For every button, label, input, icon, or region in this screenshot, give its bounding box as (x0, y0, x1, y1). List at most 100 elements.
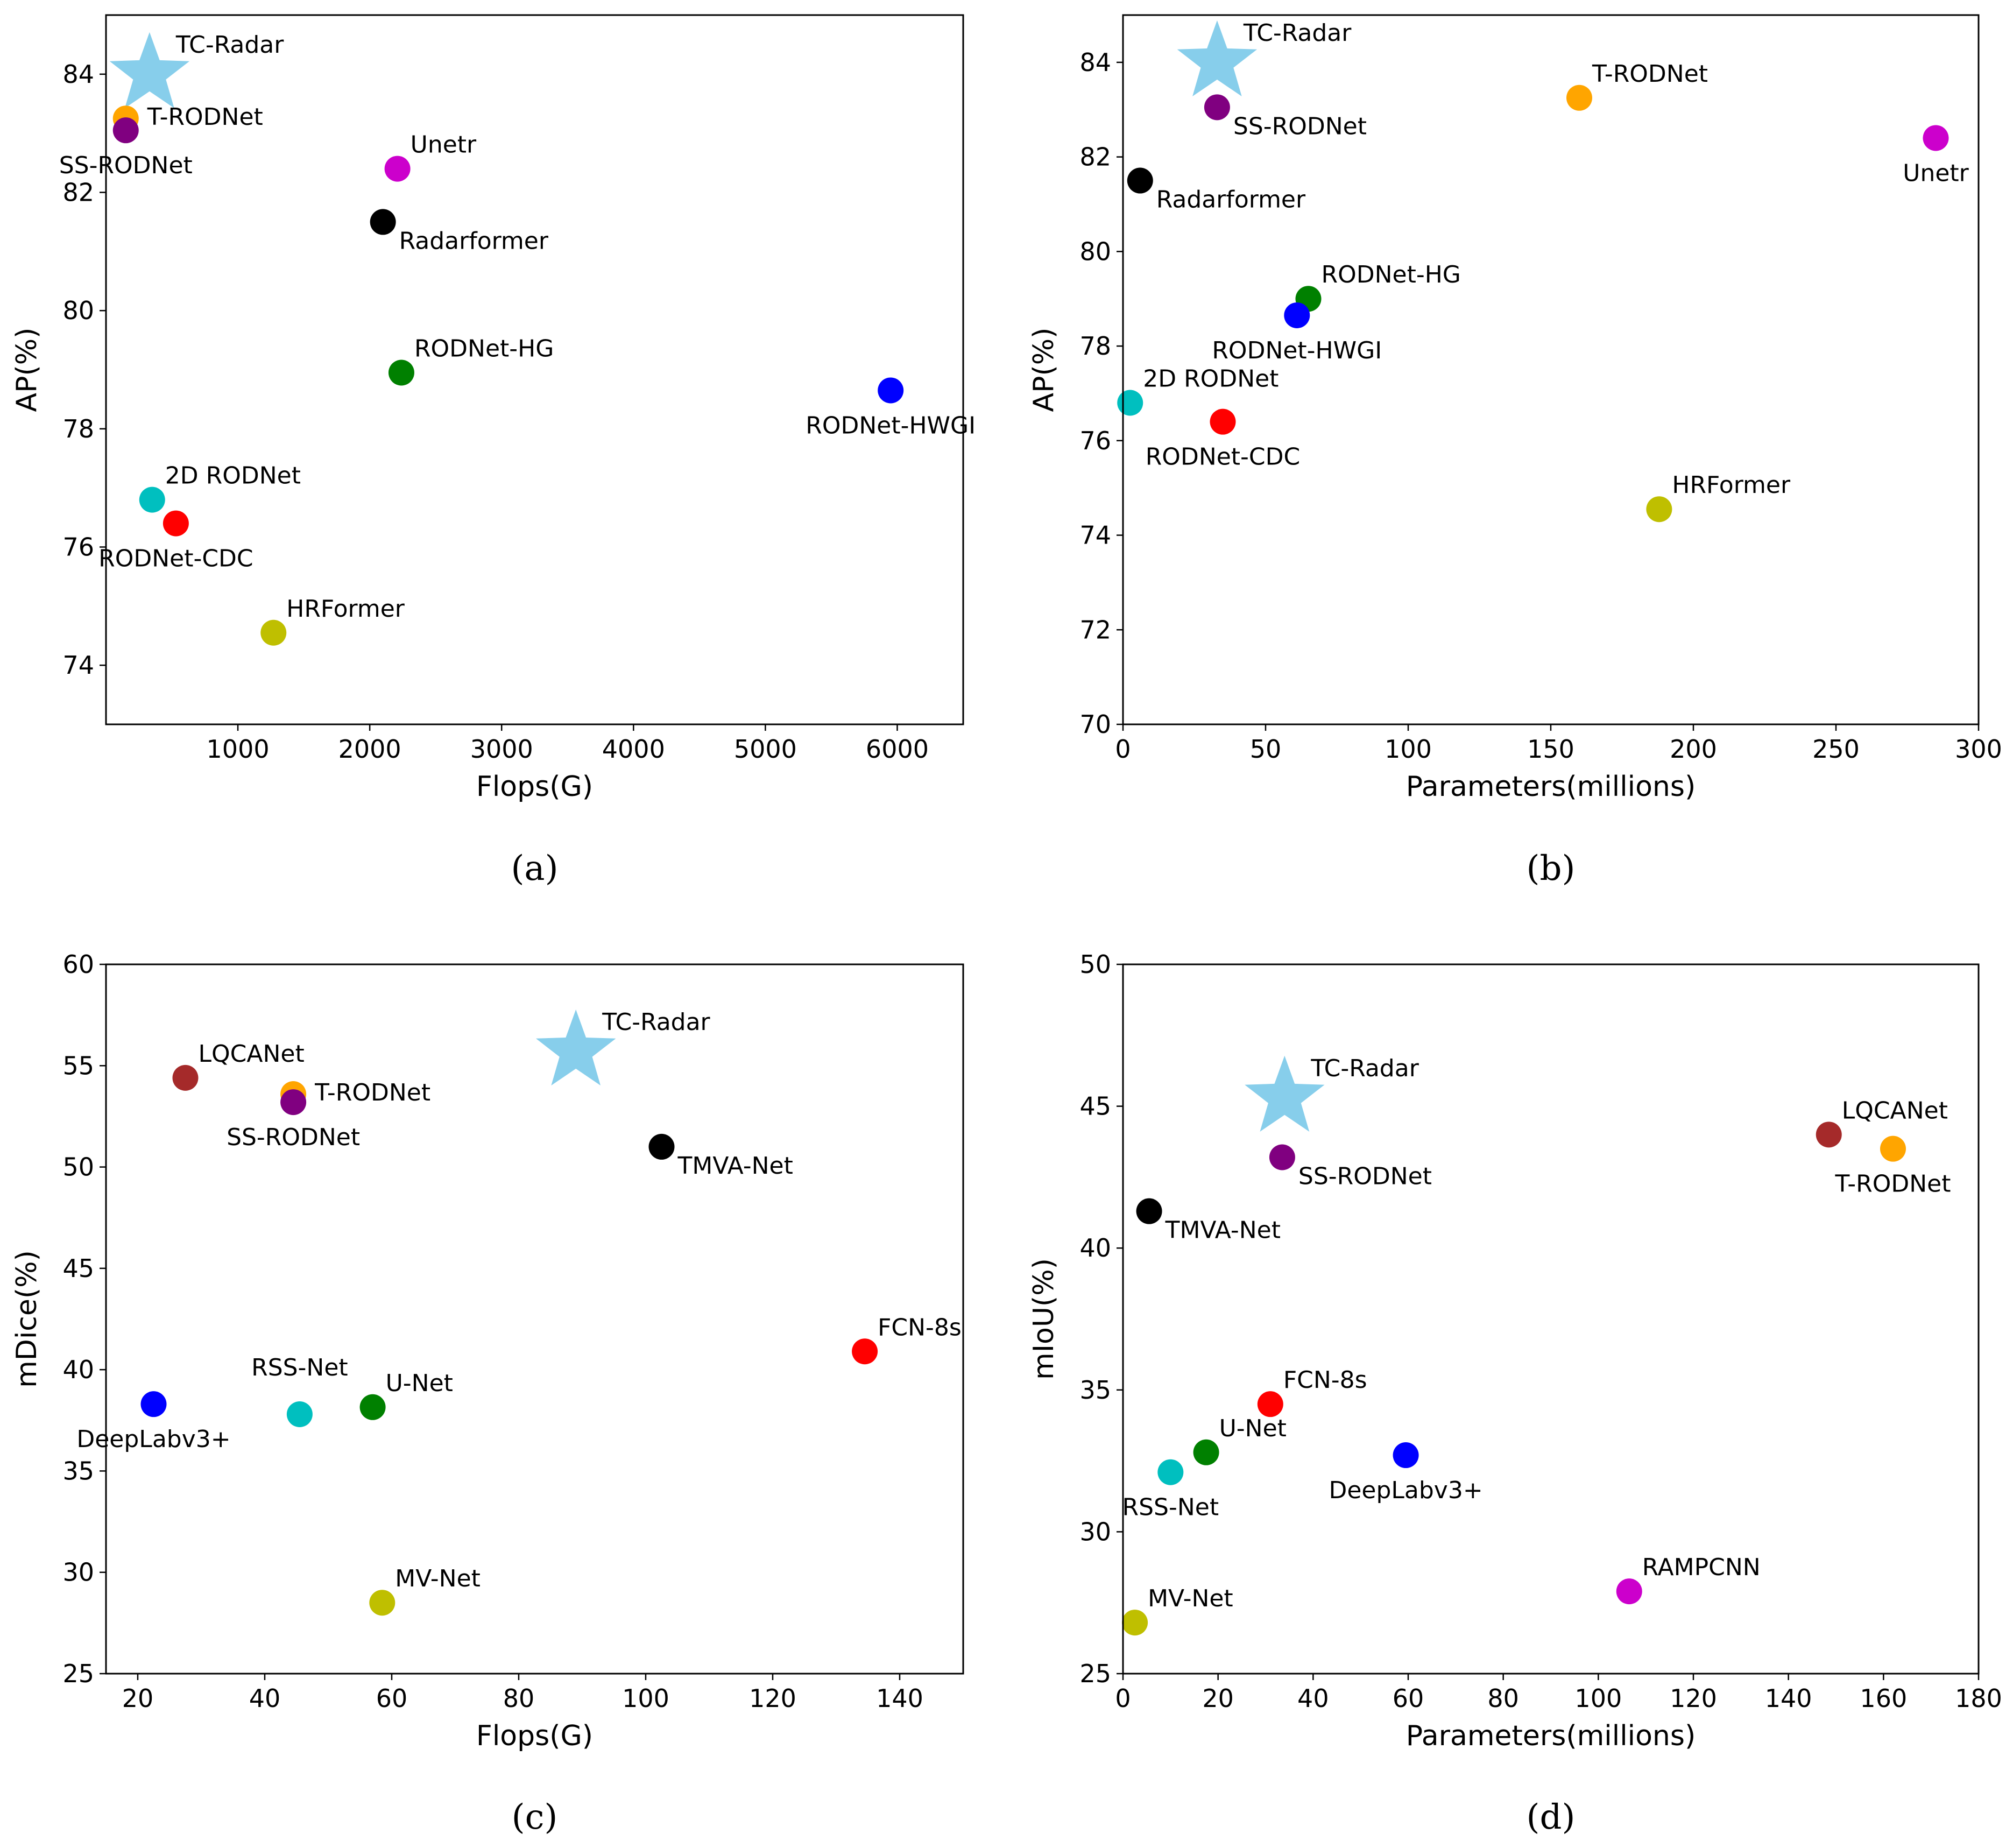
x-tick-label: 250 (1812, 735, 1860, 764)
y-tick-label: 78 (1079, 331, 1111, 361)
point-label: RODNet-CDC (1146, 443, 1301, 471)
y-tick-label: 84 (62, 60, 94, 89)
x-tick-label: 180 (1955, 1684, 2002, 1713)
point-label: MV-Net (395, 1565, 481, 1592)
plot-frame (105, 963, 964, 1675)
x-tick-label: 150 (1527, 735, 1574, 764)
point-mv-net (369, 1590, 395, 1616)
x-tick-label: 0 (1115, 735, 1131, 764)
point-rss-net (286, 1401, 313, 1427)
x-tick-label: 2000 (338, 735, 401, 764)
point-label: TMVA-Net (677, 1152, 793, 1180)
x-tick-label: 1000 (207, 735, 270, 764)
y-tick-label: 50 (62, 1153, 94, 1182)
y-tick-label: 80 (62, 296, 94, 325)
point-t-rodnet (1880, 1135, 1906, 1162)
star-marker-tc-radar (109, 32, 190, 108)
panel-c: 20 40 60 80 100 120 140 25 30 35 40 45 50 55 60 Flops(G… (11, 950, 964, 1837)
y-tick-label: 25 (1079, 1659, 1111, 1688)
x-axis-label: Parameters(millions) (1406, 1720, 1696, 1752)
plot-frame (1122, 14, 1980, 725)
point-u-net (359, 1394, 386, 1420)
point-u-net (1193, 1439, 1219, 1465)
y-tick-label: 40 (1079, 1233, 1111, 1262)
y-tick-label: 74 (62, 651, 94, 680)
point-label: Radarformer (399, 227, 549, 255)
x-tick-label: 300 (1955, 735, 2002, 764)
x-tick-label: 200 (1670, 735, 1717, 764)
y-tick-label: 74 (1079, 521, 1111, 550)
point-rodnet-hwgi (878, 377, 904, 404)
y-tick-label: 76 (62, 533, 94, 562)
point-ss-rodnet (1269, 1144, 1295, 1170)
x-tick-label: 80 (1487, 1684, 1519, 1713)
point-ss-rodnet (1204, 94, 1230, 121)
panel-caption: (d) (1527, 1797, 1576, 1837)
point-label: 2D RODNet (1143, 365, 1279, 393)
point-label: HRFormer (286, 595, 405, 623)
x-tick-label: 100 (1574, 1684, 1622, 1713)
point-label: DeepLabv3+ (1329, 1477, 1482, 1504)
point-label: DeepLabv3+ (76, 1426, 230, 1453)
point-label: SS-RODNet (1298, 1162, 1432, 1190)
y-tick-label: 35 (62, 1456, 94, 1485)
y-tick-label: 78 (62, 414, 94, 443)
point-label: T-RODNet (147, 103, 263, 131)
x-tick-label: 100 (1385, 735, 1432, 764)
x-axis-label: Flops(G) (476, 771, 593, 803)
y-tick-label: 82 (62, 178, 94, 207)
point-deeplabv3- (140, 1391, 167, 1417)
point-unetr (1923, 125, 1949, 151)
point-label: TC-Radar (602, 1008, 710, 1036)
y-tick-label: 84 (1079, 48, 1111, 77)
y-tick-label: 80 (1079, 237, 1111, 266)
point-t-rodnet (1566, 84, 1592, 111)
point-fcn-8s (1257, 1391, 1283, 1417)
point-label: RAMPCNN (1642, 1554, 1761, 1581)
y-tick-label: 30 (1079, 1517, 1111, 1546)
point-label: HRFormer (1672, 471, 1791, 499)
panel-caption: (a) (511, 849, 558, 888)
point-rodnet-cdc (1210, 408, 1236, 435)
x-axis-label: Flops(G) (476, 1720, 593, 1752)
point-label: MV-Net (1148, 1585, 1233, 1612)
point-rodnet-hwgi (1284, 302, 1310, 328)
point-label: U-Net (386, 1370, 453, 1397)
star-marker-tc-radar (1245, 1055, 1325, 1132)
point-radarformer (1127, 167, 1153, 194)
point-label: Unetr (411, 131, 477, 159)
point-label: TC-Radar (175, 31, 284, 59)
y-tick-label: 82 (1079, 143, 1111, 172)
point-label: TMVA-Net (1165, 1217, 1281, 1244)
y-tick-label: 40 (62, 1355, 94, 1384)
point-label: SS-RODNet (1233, 112, 1367, 140)
panel-d: 0 20 40 60 80 100 120 140 160 180 25 30 35 40 45 50 Para… (1028, 950, 2002, 1837)
point-rss-net (1157, 1459, 1184, 1485)
x-tick-label: 120 (749, 1684, 796, 1713)
point-hrformer (260, 619, 287, 646)
panel-b: 0 50 100 150 200 250 300 70 72 74 76 78 80 82 84 Parame… (1028, 14, 2002, 888)
panel-a: 1000 2000 3000 4000 5000 6000 74 76 78 80 82 84 Flop… (11, 14, 976, 888)
point-2d-rodnet (1117, 390, 1143, 416)
panel-caption: (c) (512, 1797, 558, 1837)
x-tick-label: 140 (876, 1684, 923, 1713)
point-2d-rodnet (139, 486, 165, 513)
point-label: Unetr (1903, 159, 1969, 187)
point-label: LQCANet (199, 1040, 305, 1068)
x-tick-label: 60 (376, 1684, 408, 1713)
point-lqcanet (172, 1064, 199, 1091)
point-label: FCN-8s (1283, 1366, 1367, 1394)
point-lqcanet (1816, 1122, 1842, 1148)
plot-frame (1122, 963, 1980, 1675)
point-ss-rodnet (280, 1089, 307, 1116)
point-label: SS-RODNet (59, 152, 193, 179)
point-label: RODNet-CDC (98, 545, 253, 573)
point-label: RODNet-HWGI (1212, 337, 1382, 364)
x-tick-label: 40 (249, 1684, 281, 1713)
x-tick-label: 6000 (866, 735, 929, 764)
star-marker-tc-radar (1177, 20, 1258, 97)
y-axis-label: AP(%) (1028, 328, 1060, 412)
y-tick-label: 76 (1079, 426, 1111, 455)
y-tick-label: 55 (62, 1051, 94, 1080)
